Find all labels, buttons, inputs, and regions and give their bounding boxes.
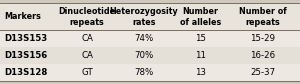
Text: Heterozygosity
rates: Heterozygosity rates bbox=[110, 7, 178, 27]
Text: 15: 15 bbox=[195, 34, 206, 43]
Text: 78%: 78% bbox=[134, 68, 154, 77]
Text: 13: 13 bbox=[195, 68, 206, 77]
Bar bbox=[0, 3, 300, 30]
Text: D13S156: D13S156 bbox=[4, 51, 47, 60]
Text: 25-37: 25-37 bbox=[250, 68, 275, 77]
Text: 11: 11 bbox=[195, 51, 206, 60]
Bar bbox=[0, 64, 300, 81]
Text: 74%: 74% bbox=[134, 34, 154, 43]
Text: 70%: 70% bbox=[134, 51, 154, 60]
Text: Dinucleotide
repeats: Dinucleotide repeats bbox=[58, 7, 116, 27]
Text: D13S128: D13S128 bbox=[4, 68, 47, 77]
Text: CA: CA bbox=[81, 51, 93, 60]
Text: CA: CA bbox=[81, 34, 93, 43]
Text: 16-26: 16-26 bbox=[250, 51, 275, 60]
Text: D13S153: D13S153 bbox=[4, 34, 47, 43]
Text: 15-29: 15-29 bbox=[250, 34, 275, 43]
Bar bbox=[0, 30, 300, 47]
Bar bbox=[0, 47, 300, 64]
Text: GT: GT bbox=[81, 68, 93, 77]
Text: Markers: Markers bbox=[4, 12, 41, 21]
Text: Number
of alleles: Number of alleles bbox=[180, 7, 221, 27]
Text: Number of
repeats: Number of repeats bbox=[238, 7, 286, 27]
